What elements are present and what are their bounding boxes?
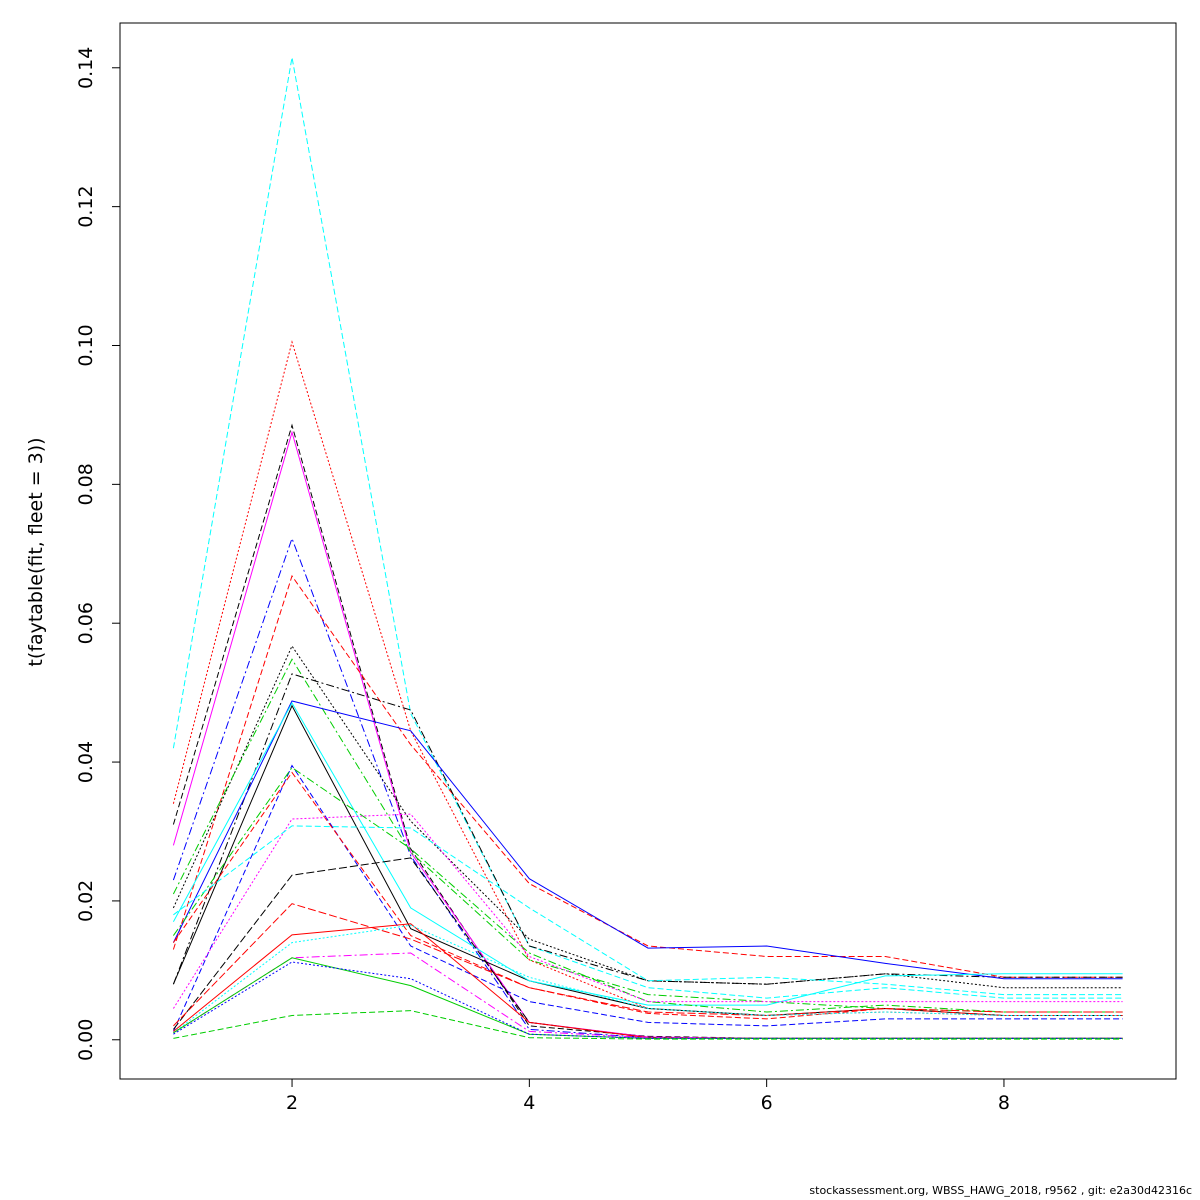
series-line-25 bbox=[173, 1010, 1123, 1040]
y-tick-label: 0.10 bbox=[75, 324, 97, 366]
y-tick-label: 0.04 bbox=[75, 741, 97, 783]
y-tick-label: 0.08 bbox=[75, 463, 97, 505]
series-line-14 bbox=[172, 766, 1123, 1013]
series-line-2 bbox=[172, 340, 1123, 1017]
series-line-24 bbox=[173, 961, 1123, 1039]
series-line-22 bbox=[173, 952, 1123, 1039]
x-tick-label: 4 bbox=[523, 1092, 535, 1114]
series-line-1 bbox=[172, 57, 1123, 999]
series-line-19 bbox=[173, 903, 1123, 1027]
series-layer bbox=[172, 57, 1123, 1040]
series-line-21 bbox=[173, 924, 1123, 1034]
x-tick-label: 2 bbox=[286, 1092, 298, 1114]
series-line-4 bbox=[172, 430, 1123, 1039]
y-tick-label: 0.06 bbox=[75, 602, 97, 644]
y-tick-label: 0.00 bbox=[75, 1019, 97, 1061]
footer-credit: stockassessment.org, WBSS_HAWG_2018, r95… bbox=[809, 1184, 1192, 1197]
series-line-10 bbox=[172, 700, 1123, 980]
x-tick-label: 6 bbox=[761, 1092, 773, 1114]
series-line-12 bbox=[172, 701, 1123, 1006]
series-line-15 bbox=[172, 771, 1123, 1020]
series-line-8 bbox=[172, 658, 1123, 1013]
series-line-9 bbox=[172, 673, 1123, 985]
plot-frame bbox=[119, 22, 1177, 1080]
series-line-6 bbox=[172, 574, 1123, 978]
y-tick-label: 0.12 bbox=[75, 185, 97, 227]
series-line-13 bbox=[172, 764, 1123, 1032]
y-axis-label: t(faytable(fit, fleet = 3)) bbox=[25, 437, 47, 667]
series-line-7 bbox=[172, 645, 1123, 989]
x-tick-label: 8 bbox=[998, 1092, 1010, 1114]
series-line-17 bbox=[173, 825, 1123, 996]
y-tick-label: 0.14 bbox=[75, 47, 97, 89]
series-line-11 bbox=[172, 704, 1123, 1017]
series-line-23 bbox=[173, 957, 1123, 1039]
axis-layer: 2 4 6 8 0.00 0.02 0.04 0.06 0.08 0.10 0.12 0.14 bbox=[75, 47, 1010, 1114]
series-line-16 bbox=[172, 813, 1123, 1009]
y-tick-label: 0.02 bbox=[75, 880, 97, 922]
